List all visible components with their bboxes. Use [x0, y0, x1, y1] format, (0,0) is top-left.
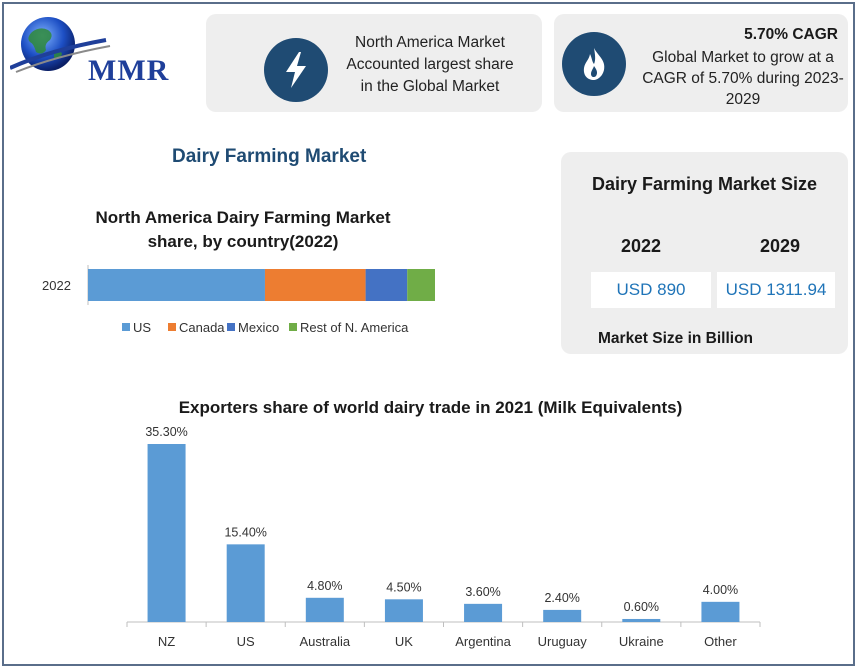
main-title: Dairy Farming Market	[172, 146, 367, 167]
x-tick-label: US	[237, 634, 255, 649]
bar-us	[226, 544, 265, 622]
data-label: 4.00%	[703, 583, 738, 597]
legend-label: Canada	[179, 320, 225, 335]
infographic-frame	[2, 2, 855, 666]
legend-swatch	[122, 323, 130, 331]
data-label: 2.40%	[544, 591, 579, 605]
legend-swatch	[289, 323, 297, 331]
x-tick-label: Uruguay	[538, 634, 588, 649]
na-category-label: 2022	[42, 278, 71, 293]
highlight-text: North America Market Accounted largest s…	[334, 32, 526, 98]
highlight-line: in the Global Market	[360, 78, 500, 95]
bar-other	[701, 601, 740, 622]
highlight-card-north-america: North America Market Accounted largest s…	[206, 14, 542, 112]
exporters-chart-title: Exporters share of world dairy trade in …	[178, 398, 683, 417]
na-chart-title-text: North America Dairy Farming Market share…	[95, 208, 391, 251]
mmr-logo: MMR	[9, 14, 180, 87]
x-tick-label: Argentina	[455, 634, 511, 649]
na-segment-mexico	[365, 269, 408, 301]
bar-australia	[305, 597, 344, 622]
na-chart-title: North America Dairy Farming Market share…	[78, 206, 408, 254]
bar-uk	[384, 599, 423, 622]
x-tick-label: Australia	[300, 634, 351, 649]
legend-swatch	[227, 323, 235, 331]
bar-uruguay	[543, 609, 582, 622]
na-share-chart: 2022 US Canada Mexico Rest of N. America	[42, 265, 435, 335]
na-segment-rest-of-n-america	[407, 269, 435, 301]
data-label: 0.60%	[624, 600, 659, 614]
lightning-icon	[264, 38, 328, 102]
cagr-text: Global Market to grow at a CAGR of 5.70%…	[642, 47, 844, 110]
data-label: 3.60%	[465, 585, 500, 599]
market-size-card: Dairy Farming Market Size 2022 2029 USD …	[561, 152, 848, 354]
highlight-line: Accounted largest share	[346, 56, 514, 73]
market-size-footnote: Market Size in Billion	[598, 330, 754, 347]
cagr-line: 2029	[725, 91, 761, 108]
bar-argentina	[464, 603, 503, 622]
exporters-bar-chart: 35.30% NZ 15.40% US 4.80% Australia 4.50% UK 3.6…	[126, 425, 761, 649]
legend-label: US	[133, 320, 151, 335]
legend-swatch	[168, 323, 176, 331]
bar-nz	[147, 444, 186, 622]
globe-icon	[9, 17, 111, 73]
x-tick-label: UK	[395, 634, 413, 649]
highlight-line: North America Market	[355, 34, 505, 51]
cagr-line: Global Market to grow at a	[652, 49, 834, 66]
data-label: 4.50%	[386, 580, 421, 594]
data-label: 4.80%	[307, 579, 342, 593]
cagr-line: CAGR of 5.70% during 2023-	[642, 70, 844, 87]
value-2022: USD 890	[591, 272, 711, 308]
na-segment-canada	[264, 269, 366, 301]
legend-label: Rest of N. America	[300, 320, 409, 335]
cagr-title: 5.70% CAGR	[744, 26, 838, 43]
na-segment-us	[88, 269, 265, 301]
x-tick-label: NZ	[158, 634, 175, 649]
bar-ukraine	[622, 618, 661, 622]
data-label: 35.30%	[145, 425, 187, 439]
data-label: 15.40%	[224, 525, 266, 539]
highlight-card-cagr: 5.70% CAGR Global Market to grow at a CA…	[554, 14, 848, 112]
x-tick-label: Ukraine	[619, 634, 664, 649]
value-2029: USD 1311.94	[717, 272, 835, 308]
year-2022-label: 2022	[621, 236, 662, 256]
x-tick-label: Other	[704, 634, 737, 649]
market-size-title: Dairy Farming Market Size	[591, 174, 818, 194]
logo-text: MMR	[88, 54, 170, 87]
legend-label: Mexico	[238, 320, 279, 335]
year-2029-label: 2029	[760, 236, 801, 256]
flame-icon	[562, 32, 626, 96]
